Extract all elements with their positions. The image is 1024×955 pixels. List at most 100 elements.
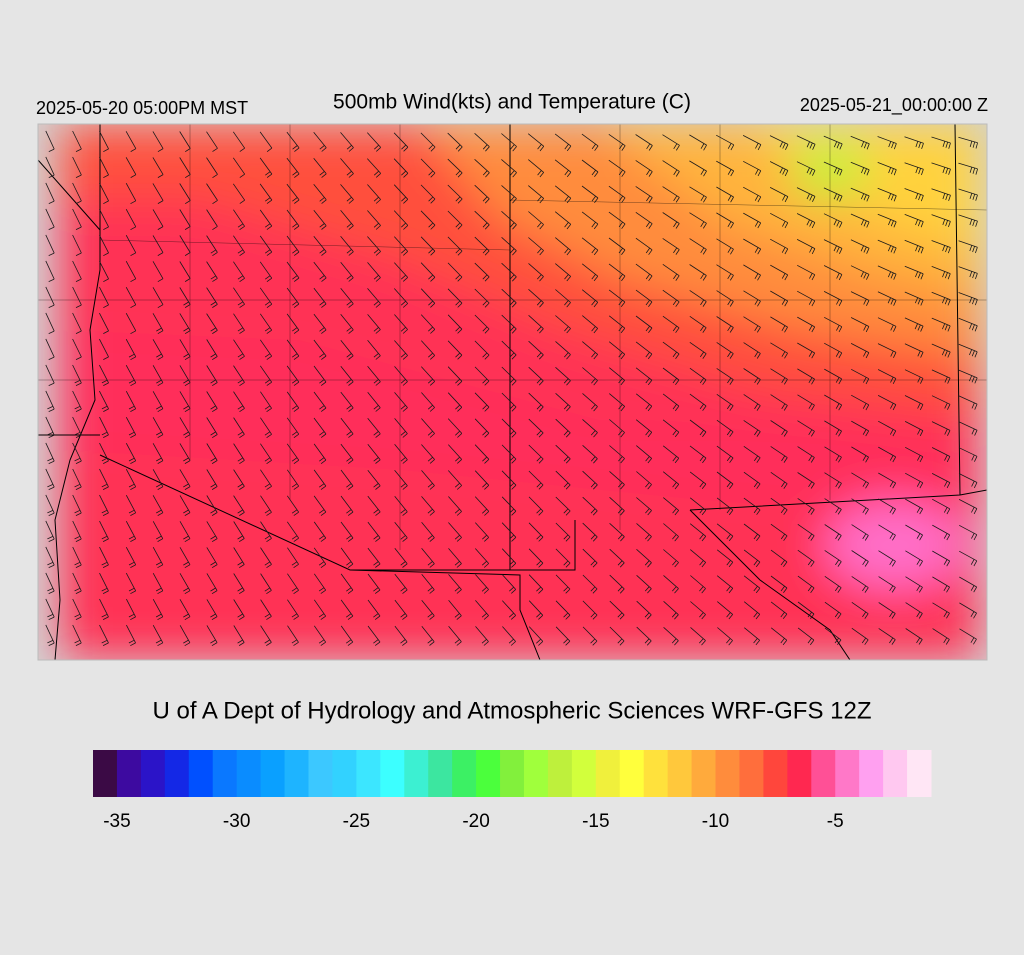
- wind-barb: [770, 601, 788, 620]
- wind-barb: [206, 157, 218, 179]
- wind-barb: [179, 235, 191, 256]
- wind-barb: [502, 600, 516, 620]
- wind-barb: [716, 160, 735, 177]
- wind-barb: [393, 184, 409, 204]
- wind-barb: [716, 497, 734, 516]
- colorbar-swatch: [428, 750, 453, 797]
- wind-barb: [555, 289, 571, 308]
- wind-barb: [823, 291, 843, 307]
- wind-barb: [286, 235, 300, 256]
- wind-barb: [528, 418, 544, 438]
- wind-barb: [797, 342, 816, 359]
- wind-barb: [958, 214, 978, 227]
- wind-barb: [823, 135, 843, 150]
- wind-barb: [45, 182, 55, 204]
- wind-barb: [528, 522, 544, 542]
- wind-barb: [340, 236, 354, 256]
- wind-barb: [72, 286, 82, 308]
- wind-barb: [501, 133, 517, 152]
- wind-barb: [528, 263, 544, 282]
- wind-barb: [340, 262, 354, 282]
- colorbar-swatch: [595, 750, 621, 797]
- wind-barb: [689, 212, 707, 229]
- wind-barb: [233, 599, 245, 621]
- wind-barb: [905, 628, 923, 645]
- wind-barb: [501, 288, 517, 308]
- wind-barb: [72, 234, 82, 256]
- wind-barb: [905, 524, 923, 541]
- wind-barb: [824, 498, 842, 515]
- wind-barb: [447, 262, 463, 282]
- wind-barb: [555, 367, 571, 386]
- wind-barb: [958, 317, 978, 332]
- wind-barb: [260, 547, 272, 569]
- wind-barb: [394, 521, 408, 542]
- wind-barb: [45, 572, 55, 594]
- wind-barb: [636, 600, 652, 620]
- wind-barb: [662, 160, 680, 177]
- wind-barb: [394, 392, 408, 412]
- wind-barb: [72, 598, 82, 620]
- wind-barb: [313, 599, 327, 620]
- wind-barb: [394, 366, 408, 386]
- wind-barb: [636, 497, 652, 516]
- colorbar-swatch: [619, 750, 645, 797]
- wind-barb: [850, 161, 870, 176]
- wind-barb: [367, 210, 381, 230]
- wind-barb: [447, 132, 463, 152]
- wind-barb: [447, 366, 463, 386]
- wind-barb: [824, 627, 842, 645]
- wind-barb: [904, 265, 924, 280]
- wind-barb: [797, 368, 815, 385]
- wind-barb: [796, 161, 816, 176]
- wind-barb: [421, 599, 435, 620]
- colorbar-swatch: [212, 750, 238, 797]
- wind-barb: [259, 209, 273, 230]
- wind-barb: [232, 183, 246, 204]
- wind-barb: [152, 365, 164, 387]
- wind-barb: [367, 184, 381, 204]
- wind-barb: [313, 157, 327, 178]
- wind-barb: [877, 343, 897, 358]
- wind-barb: [905, 602, 923, 619]
- wind-barb: [555, 393, 571, 412]
- wind-barb: [367, 443, 381, 464]
- colorbar-swatch: [859, 750, 884, 797]
- wind-barb: [394, 547, 408, 568]
- wind-barb: [663, 523, 679, 542]
- wind-barb: [206, 521, 218, 543]
- wind-barb: [797, 316, 816, 333]
- wind-barb: [233, 391, 245, 413]
- wind-barb: [958, 188, 978, 201]
- colorbar-tick-label: -35: [103, 811, 130, 832]
- wind-barb: [45, 442, 55, 464]
- wind-barb: [99, 234, 109, 257]
- wind-barb: [45, 416, 55, 438]
- wind-barb: [850, 291, 870, 306]
- wind-barb: [313, 469, 327, 490]
- wind-barb: [582, 419, 598, 438]
- wind-barb: [340, 184, 354, 204]
- wind-barb: [905, 576, 923, 593]
- wind-barb: [286, 183, 300, 204]
- wind-barb: [340, 158, 354, 178]
- wind-barb: [206, 469, 218, 490]
- colorbar-swatch: [380, 750, 405, 797]
- wind-barb: [152, 417, 164, 438]
- wind-barb: [877, 136, 897, 150]
- wind-barb: [662, 212, 680, 229]
- wind-barb: [447, 340, 463, 360]
- wind-barb: [528, 600, 544, 620]
- wind-barb: [474, 236, 490, 256]
- valid-time: 2025-05-21_00:00:00 Z: [800, 95, 988, 116]
- wind-barb: [179, 339, 191, 361]
- wind-barb: [878, 576, 896, 593]
- wind-barb: [743, 238, 762, 255]
- wind-barb: [72, 260, 82, 282]
- wind-barb: [743, 290, 761, 307]
- wind-barb: [877, 265, 897, 280]
- wind-barb: [313, 287, 327, 308]
- wind-barb: [824, 524, 842, 541]
- wind-barb: [689, 497, 707, 516]
